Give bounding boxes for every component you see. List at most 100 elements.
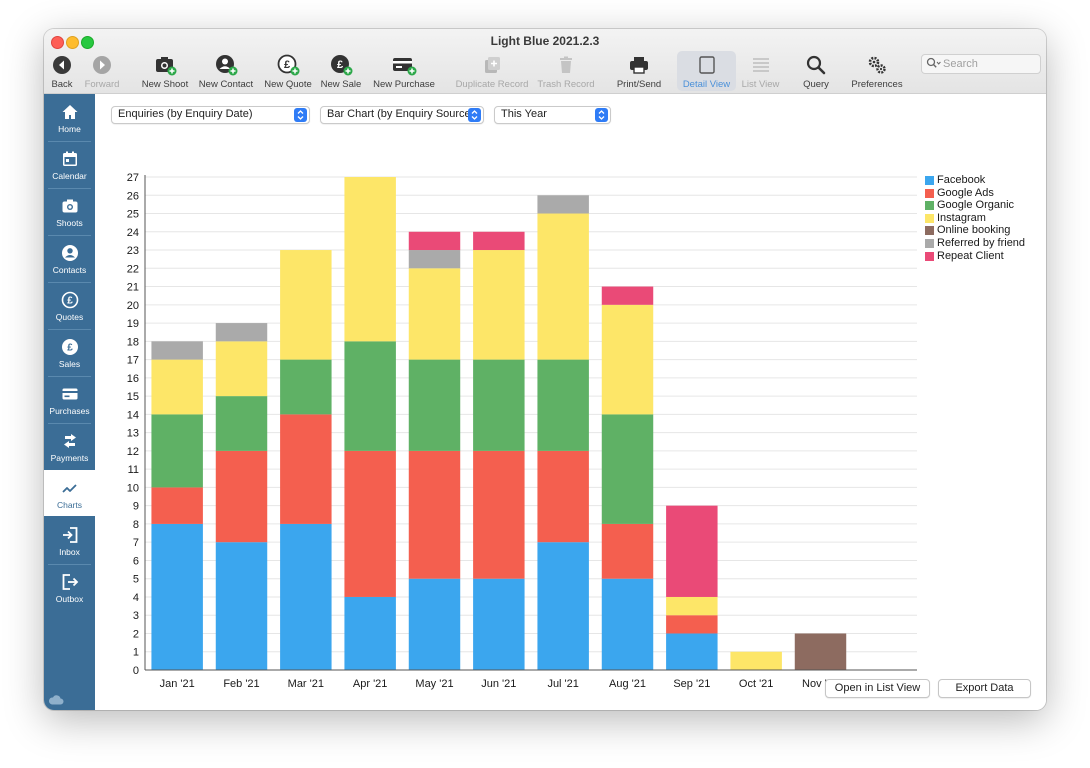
sidebar: Home Calendar Shoots Contacts £ Quotes £… <box>44 94 95 710</box>
bar-segment[interactable] <box>344 177 396 342</box>
list-view-icon <box>752 58 769 72</box>
bar-segment[interactable] <box>344 450 396 597</box>
bar-segment[interactable] <box>215 323 268 342</box>
duplicate-record-button[interactable]: Duplicate Record <box>453 51 531 91</box>
period-select[interactable]: This Year <box>494 106 611 124</box>
bar-segment[interactable] <box>601 286 654 305</box>
sidebar-item-charts[interactable]: Charts <box>44 470 95 516</box>
new-contact-button[interactable]: New Contact <box>197 51 255 91</box>
x-tick-label: Aug '21 <box>609 678 646 690</box>
bar-segment[interactable] <box>151 487 203 524</box>
sidebar-item-purchases[interactable]: Purchases <box>44 376 95 422</box>
pound-icon: £ <box>61 291 78 309</box>
dataset-select[interactable]: Enquiries (by Enquiry Date) <box>111 106 310 124</box>
bar-segment[interactable] <box>666 633 718 670</box>
x-tick-label: Mar '21 <box>288 678 324 690</box>
bar-segment[interactable] <box>666 615 718 634</box>
bar-segment[interactable] <box>408 578 461 670</box>
query-button[interactable]: Query <box>796 51 836 91</box>
bar-segment[interactable] <box>215 542 268 670</box>
sidebar-item-home[interactable]: Home <box>44 94 95 140</box>
bar-segment[interactable] <box>408 359 461 451</box>
bar-segment[interactable] <box>151 341 203 360</box>
bar-segment[interactable] <box>408 450 461 579</box>
svg-text:£: £ <box>284 59 290 71</box>
new-quote-button[interactable]: £ New Quote <box>262 51 314 91</box>
forward-button[interactable]: Forward <box>82 51 122 91</box>
bar-segment[interactable] <box>666 505 718 597</box>
bar-segment[interactable] <box>215 341 268 397</box>
bar-segment[interactable] <box>151 359 203 415</box>
bar-segment[interactable] <box>215 396 268 451</box>
bar-segment[interactable] <box>601 304 654 415</box>
export-data-button[interactable]: Export Data <box>938 679 1031 698</box>
sidebar-item-contacts[interactable]: Contacts <box>44 235 95 281</box>
bar-segment[interactable] <box>473 250 525 360</box>
y-tick-label: 27 <box>127 172 139 184</box>
bar-segment[interactable] <box>473 578 525 670</box>
bar-segment[interactable] <box>730 651 782 670</box>
x-tick-label: Sep '21 <box>673 678 710 690</box>
bar-segment[interactable] <box>280 359 332 415</box>
sidebar-divider <box>48 564 91 565</box>
list-view-button[interactable]: List View <box>738 51 783 91</box>
sidebar-item-calendar[interactable]: Calendar <box>44 141 95 187</box>
new-sale-button[interactable]: £ New Sale <box>319 51 363 91</box>
duplicate-icon <box>485 57 500 73</box>
bar-segment[interactable] <box>473 231 525 251</box>
sidebar-item-inbox[interactable]: Inbox <box>44 517 95 563</box>
sidebar-item-quotes[interactable]: £ Quotes <box>44 282 95 328</box>
bar-segment[interactable] <box>537 213 589 360</box>
zoom-window-button[interactable] <box>81 36 94 49</box>
open-in-list-view-button[interactable]: Open in List View <box>825 679 930 698</box>
new-shoot-button[interactable]: New Shoot <box>137 51 193 91</box>
sidebar-divider <box>48 282 91 283</box>
sidebar-item-payments[interactable]: Payments <box>44 423 95 469</box>
sidebar-item-shoots[interactable]: Shoots <box>44 188 95 234</box>
cloud-sync-icon[interactable] <box>48 694 64 706</box>
bar-segment[interactable] <box>344 596 396 670</box>
svg-text:£: £ <box>67 343 73 354</box>
y-tick-label: 25 <box>127 209 139 221</box>
bar-segment[interactable] <box>601 414 654 524</box>
minimize-window-button[interactable] <box>66 36 79 49</box>
bar-segment[interactable] <box>215 450 268 543</box>
calendar-icon <box>62 151 77 166</box>
bar-segment[interactable] <box>537 542 589 670</box>
bar-segment[interactable] <box>280 523 332 670</box>
detail-view-button[interactable]: Detail View <box>677 51 736 91</box>
new-purchase-button[interactable]: New Purchase <box>371 51 437 91</box>
legend-swatch <box>925 226 934 236</box>
bar-segment[interactable] <box>473 450 525 579</box>
close-window-button[interactable] <box>51 36 64 49</box>
sidebar-divider <box>48 376 91 377</box>
back-button[interactable]: Back <box>48 51 76 91</box>
bar-segment[interactable] <box>344 341 396 451</box>
search-field[interactable]: Search <box>921 54 1041 74</box>
bar-segment[interactable] <box>408 231 461 251</box>
updown-chevron-icon <box>595 108 608 122</box>
chart-type-select[interactable]: Bar Chart (by Enquiry Source) <box>320 106 484 124</box>
sidebar-item-outbox[interactable]: Outbox <box>44 564 95 610</box>
preferences-button[interactable]: Preferences <box>849 51 905 91</box>
bar-segment[interactable] <box>601 578 654 670</box>
bar-segment[interactable] <box>408 268 461 360</box>
sidebar-item-sales[interactable]: £ Sales <box>44 329 95 375</box>
bar-segment[interactable] <box>151 523 203 670</box>
bar-segment[interactable] <box>473 359 525 451</box>
trash-record-button[interactable]: Trash Record <box>536 51 596 91</box>
bar-segment[interactable] <box>537 359 589 451</box>
bar-segment[interactable] <box>408 250 461 269</box>
bar-segment[interactable] <box>601 523 654 579</box>
print-send-button[interactable]: Print/Send <box>614 51 664 91</box>
bar-segment[interactable] <box>537 195 589 214</box>
bar-segment[interactable] <box>280 250 332 360</box>
y-tick-label: 9 <box>133 501 139 513</box>
bar-segment[interactable] <box>151 414 203 488</box>
y-tick-label: 14 <box>127 409 139 421</box>
bar-segment[interactable] <box>666 596 718 616</box>
bar-segment[interactable] <box>537 450 589 543</box>
bar-segment[interactable] <box>280 414 332 524</box>
bar-segment[interactable] <box>794 633 847 670</box>
y-tick-label: 26 <box>127 190 139 202</box>
